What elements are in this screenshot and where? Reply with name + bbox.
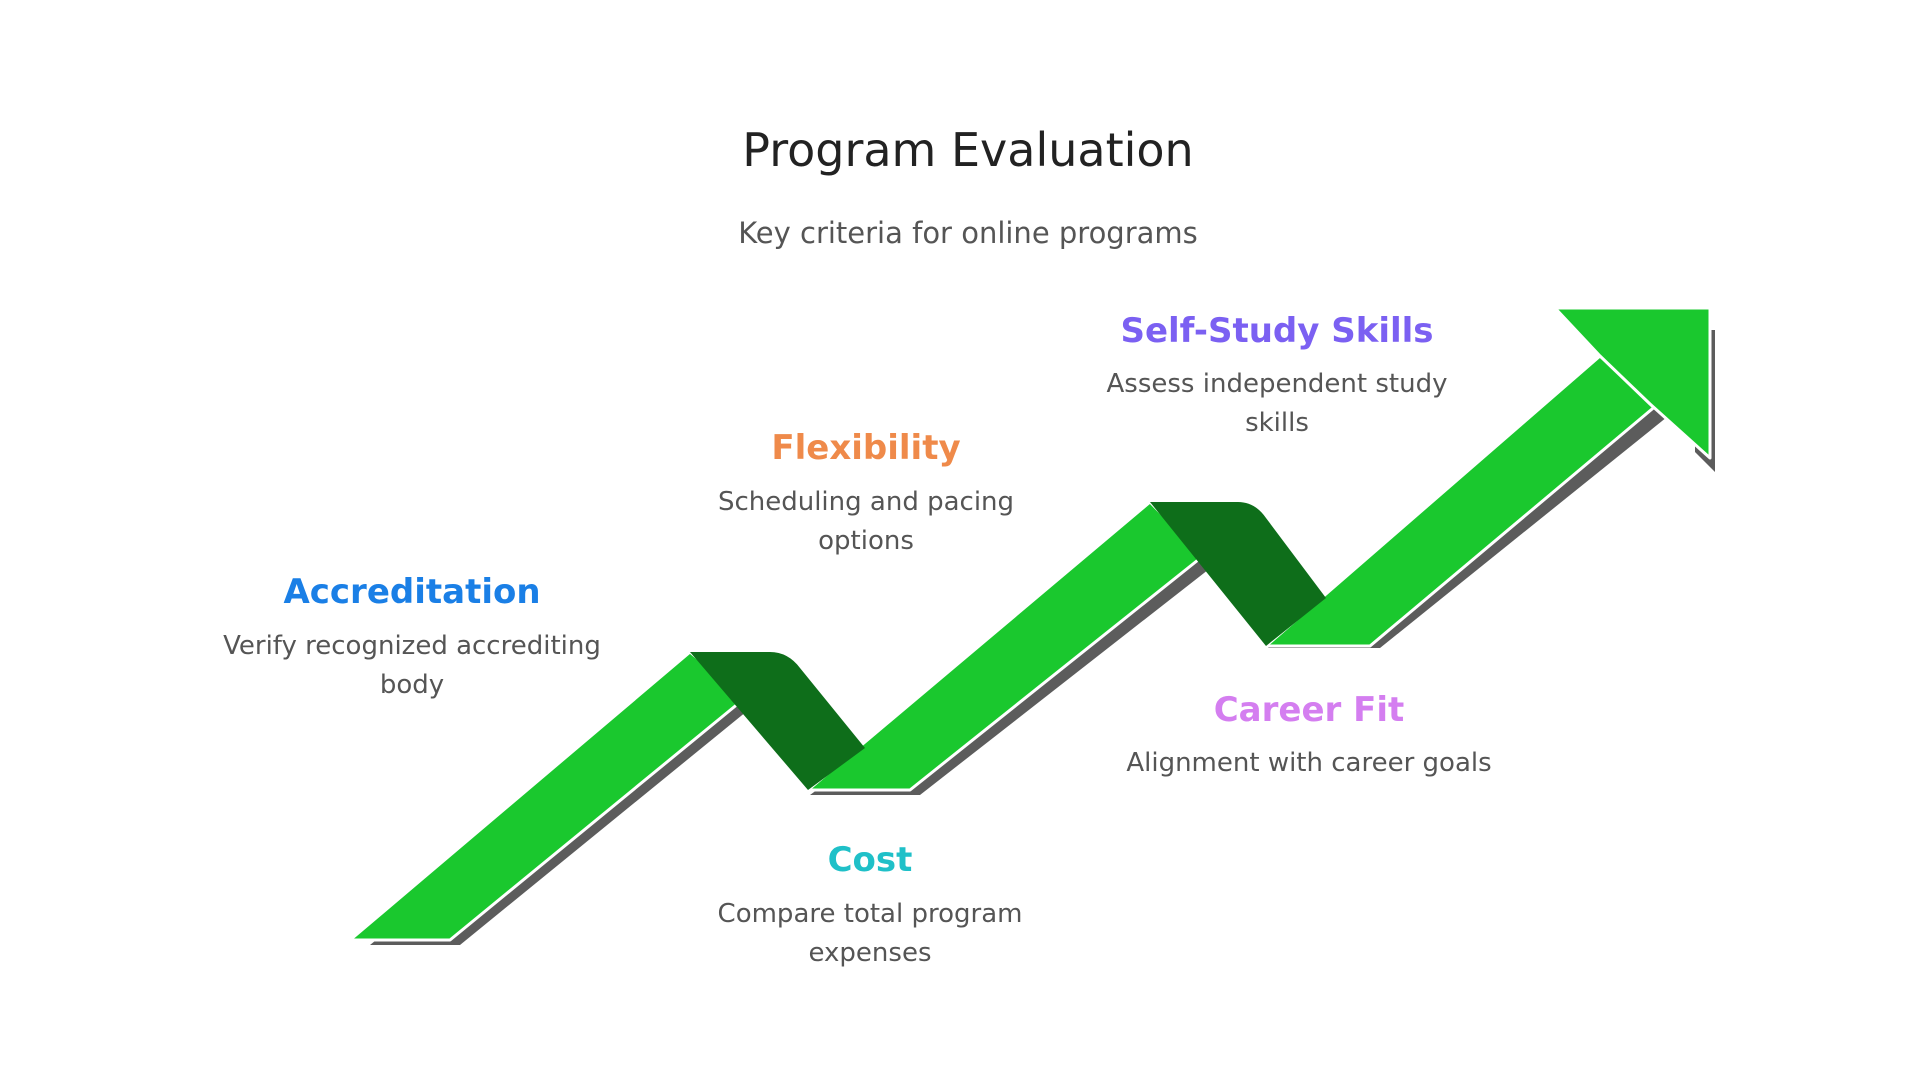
arrow-folds (690, 502, 1326, 790)
step-label: Flexibility (771, 428, 960, 468)
zigzag-arrow (348, 306, 1715, 945)
step-description-line: Compare total program (718, 899, 1023, 929)
step-description-line: body (380, 670, 444, 700)
arrow-head (1553, 306, 1712, 460)
step-description-line: expenses (809, 938, 932, 968)
page-subtitle: Key criteria for online programs (738, 216, 1198, 250)
step-label: Career Fit (1214, 690, 1405, 730)
step-career-fit: Career Fit Alignment with career goals (1126, 690, 1491, 778)
step-accreditation: Accreditation Verify recognized accredit… (223, 572, 601, 700)
step-self-study-skills: Self-Study Skills Assess independent stu… (1107, 311, 1448, 438)
step-description-line: Alignment with career goals (1126, 748, 1491, 778)
arrow-fold-1 (690, 652, 865, 790)
page-title: Program Evaluation (742, 123, 1193, 177)
step-description-line: options (818, 526, 914, 556)
step-cost: Cost Compare total program expenses (718, 840, 1023, 968)
step-description-line: Scheduling and pacing (718, 487, 1014, 517)
step-description-line: Assess independent study (1107, 369, 1448, 399)
arrow-segment-3 (1264, 354, 1660, 648)
arrow-body (348, 306, 1712, 942)
step-flexibility: Flexibility Scheduling and pacing option… (718, 428, 1014, 556)
arrow-fold-2 (1150, 502, 1326, 646)
step-label: Accreditation (283, 572, 540, 612)
step-label: Cost (828, 840, 913, 880)
step-description-line: Verify recognized accrediting (223, 631, 601, 661)
step-label: Self-Study Skills (1120, 311, 1433, 351)
step-description-line: skills (1245, 408, 1309, 438)
